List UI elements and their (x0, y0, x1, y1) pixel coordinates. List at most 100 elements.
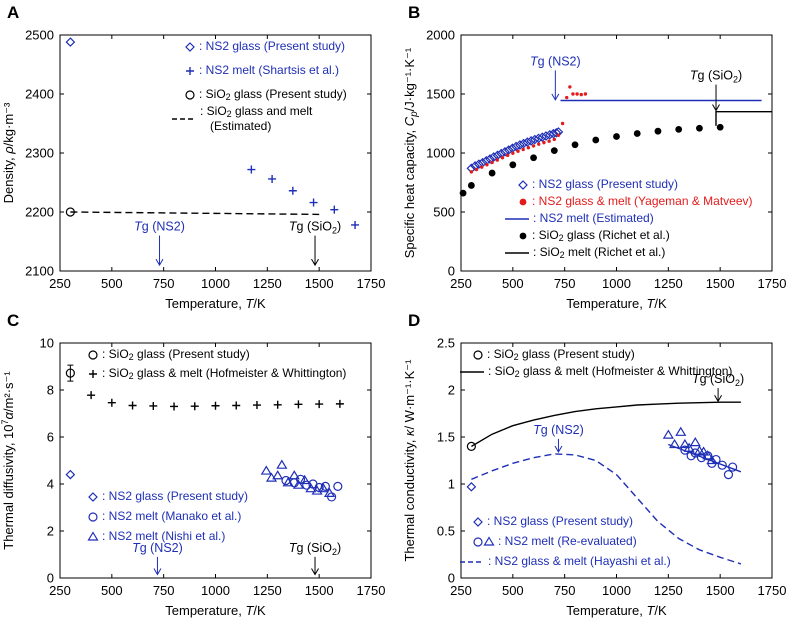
data-point (696, 124, 703, 132)
y-tick-label: 2500 (25, 28, 54, 43)
x-axis-label: Temperature, T/K (566, 603, 667, 618)
data-point (351, 220, 360, 229)
y-tick-label: 1000 (426, 146, 455, 161)
data-point (480, 165, 484, 169)
x-tick-label: 1750 (357, 583, 386, 598)
data-point (282, 477, 294, 487)
x-tick-label: 250 (450, 583, 472, 598)
data-point (309, 198, 318, 207)
data-point (529, 134, 540, 145)
data-point (294, 400, 303, 409)
x-tick-label: 1500 (305, 583, 334, 598)
data-point (260, 465, 272, 475)
data-point (683, 442, 695, 452)
data-point (571, 141, 579, 149)
data-point (521, 147, 525, 152)
data-point (488, 169, 496, 177)
x-tick-label: 1250 (654, 276, 683, 291)
legend-label: : NS2 glass (Present study) (199, 39, 345, 53)
tg-arrowhead (311, 568, 319, 576)
x-tick-label: 500 (101, 276, 123, 291)
tg-label: Tg (NS2) (132, 541, 183, 555)
data-point (128, 401, 137, 410)
data-point (485, 163, 489, 167)
data-point (495, 158, 499, 162)
panel-letter: A (7, 3, 19, 22)
data-point (679, 438, 691, 449)
data-point (571, 92, 575, 96)
data-point (552, 137, 556, 142)
data-point (273, 400, 282, 409)
data-point (500, 146, 510, 157)
data-point (518, 138, 529, 149)
x-tick-label: 1750 (758, 583, 787, 598)
data-point (716, 123, 724, 131)
data-point (551, 127, 562, 138)
tg-label: Tg (SiO2) (692, 372, 744, 388)
y-axis-label: Specific heat capacity, Cp/J·kg⁻¹·K⁻¹ (402, 47, 420, 258)
legend-marker (519, 198, 527, 206)
tg-arrowhead (714, 395, 723, 403)
data-point (515, 140, 525, 150)
data-point (65, 37, 76, 47)
data-point (490, 160, 494, 165)
legend-marker (473, 537, 483, 547)
data-point (516, 149, 520, 153)
legend-label: (Estimated) (210, 119, 271, 133)
data-point (556, 133, 561, 137)
data-point (323, 487, 336, 497)
y-tick-label: 2100 (25, 264, 54, 279)
legend-label: : SiO2 glass & melt (Hofmeister & Whitti… (488, 364, 732, 379)
data-point (467, 182, 475, 189)
data-point (633, 130, 641, 137)
data-point (568, 85, 572, 89)
data-point (190, 402, 199, 411)
legend-marker (473, 517, 483, 527)
data-point (473, 159, 484, 170)
legend-label: : SiO2 glass and melt (200, 104, 313, 119)
data-point (575, 92, 579, 96)
data-point (565, 95, 569, 100)
data-point (211, 401, 220, 410)
legend-marker (87, 531, 99, 541)
legend-marker (518, 180, 528, 190)
data-point (276, 459, 288, 469)
y-tick-label: 10 (40, 336, 54, 351)
data-point (542, 140, 546, 145)
data-point (107, 398, 116, 407)
data-point (698, 446, 710, 456)
x-tick-label: 250 (450, 276, 472, 291)
y-tick-label: 2400 (25, 87, 54, 102)
x-tick-label: 1750 (357, 276, 386, 291)
panel-letter: D (408, 311, 420, 330)
data-point (579, 92, 583, 97)
data-point (511, 141, 521, 152)
y-tick-label: 2 (448, 383, 455, 398)
x-tick-label: 1500 (305, 276, 334, 291)
legend-label: : NS2 glass & melt (Yageman & Matveev) (532, 194, 753, 208)
data-point (170, 402, 179, 411)
data-point (662, 429, 674, 439)
tg-label: Tg (SiO2) (289, 220, 341, 236)
data-point (65, 469, 76, 480)
data-point (459, 189, 467, 197)
y-tick-label: 0 (448, 571, 455, 586)
data-point (505, 153, 510, 158)
y-tick-label: 8 (47, 383, 54, 398)
tg-arrowhead (155, 258, 164, 267)
legend-marker (88, 492, 98, 502)
x-tick-label: 1250 (253, 583, 282, 598)
panel-c: C 250 500 750 1000 1250 1500 1750 0 2 4 6 8 10 Tempera… (0, 311, 385, 618)
tg-arrowhead (311, 258, 319, 267)
panel-b: B 250 500 750 1000 1250 1500 1750 0 500 1000 1500 20… (402, 3, 786, 311)
legend-label: : SiO2 glass (Present study) (102, 347, 250, 362)
legend-label: : NS2 glass (Present study) (532, 177, 678, 191)
y-tick-label: 2 (47, 524, 54, 539)
data-point (288, 470, 300, 480)
error-bar (67, 364, 74, 382)
legend-marker (88, 512, 98, 522)
data-point (654, 127, 662, 135)
x-tick-label: 750 (554, 276, 576, 291)
legend-marker (519, 232, 527, 240)
x-tick-label: 750 (554, 583, 576, 598)
